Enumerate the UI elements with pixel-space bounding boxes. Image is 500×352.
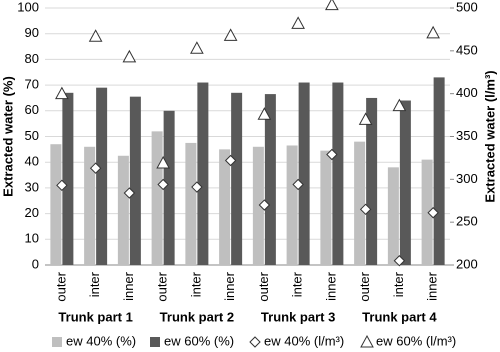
legend-swatch bbox=[150, 337, 160, 347]
triangle-marker bbox=[156, 156, 170, 169]
x-tick-label: inter bbox=[290, 271, 305, 297]
triangle-marker bbox=[190, 41, 204, 54]
triangle-marker bbox=[223, 28, 238, 41]
bar bbox=[354, 141, 366, 265]
triangle-marker bbox=[55, 86, 69, 100]
bar bbox=[332, 82, 344, 265]
diamond-marker bbox=[292, 178, 304, 191]
diamond-marker bbox=[359, 203, 372, 216]
bar bbox=[298, 82, 310, 265]
group-label: Trunk part 2 bbox=[160, 309, 234, 324]
bar bbox=[62, 92, 74, 265]
legend-label: ew 40% (l/m³) bbox=[264, 333, 344, 348]
bar bbox=[129, 96, 141, 265]
triangle-marker bbox=[325, 0, 339, 11]
x-tick-label: inner bbox=[222, 271, 237, 301]
bar bbox=[421, 159, 433, 265]
y-tick-label: 60 bbox=[25, 102, 39, 117]
bar bbox=[163, 110, 175, 265]
x-tick-label: inter bbox=[391, 271, 406, 297]
diamond-marker bbox=[56, 179, 68, 192]
y2-tick-label: 450 bbox=[456, 42, 478, 57]
bar bbox=[366, 97, 378, 265]
y-axis-title: Extracted water (%) bbox=[0, 76, 15, 197]
x-tick-label: inter bbox=[188, 271, 203, 297]
triangle-marker bbox=[358, 112, 373, 125]
legend-label: ew 60% (l/m³) bbox=[376, 333, 456, 348]
y2-tick-label: 500 bbox=[456, 0, 478, 14]
bar bbox=[219, 149, 231, 265]
bar bbox=[264, 94, 276, 265]
diamond-marker bbox=[157, 178, 169, 191]
diamond-marker bbox=[89, 162, 102, 174]
triangle-marker bbox=[122, 49, 137, 63]
diamond-marker bbox=[326, 148, 338, 161]
y2-tick-label: 400 bbox=[456, 85, 478, 100]
legend-label: ew 60% (%) bbox=[164, 333, 234, 348]
x-tick-label: inner bbox=[425, 271, 440, 301]
y-tick-label: 80 bbox=[25, 51, 39, 66]
x-tick-label: outer bbox=[256, 271, 271, 301]
x-tick-label: outer bbox=[357, 271, 372, 301]
y-tick-label: 0 bbox=[32, 256, 39, 271]
y2-tick-label: 250 bbox=[456, 214, 478, 229]
bar bbox=[185, 142, 197, 265]
bar bbox=[252, 146, 264, 265]
triangle-marker bbox=[291, 16, 305, 29]
y-tick-label: 50 bbox=[25, 128, 39, 143]
legend-label: ew 40% (%) bbox=[66, 333, 136, 348]
x-tick-label: inner bbox=[323, 271, 338, 301]
bar bbox=[399, 100, 411, 266]
triangle-marker bbox=[88, 29, 103, 42]
bar bbox=[286, 145, 298, 265]
bar bbox=[433, 77, 445, 265]
y2-axis-title: Extracted water (l/m³) bbox=[482, 70, 497, 202]
diamond-marker bbox=[427, 207, 439, 219]
triangle-marker bbox=[360, 334, 374, 348]
y-tick-label: 20 bbox=[25, 205, 39, 220]
y-tick-label: 30 bbox=[25, 179, 39, 194]
triangle-marker bbox=[257, 107, 272, 120]
bar bbox=[387, 167, 399, 265]
diamond-marker bbox=[224, 154, 237, 167]
bar bbox=[151, 131, 163, 265]
bar bbox=[84, 146, 96, 265]
y-tick-label: 90 bbox=[25, 25, 39, 40]
y2-tick-label: 200 bbox=[456, 256, 478, 271]
y2-tick-label: 300 bbox=[456, 171, 478, 186]
diamond-marker bbox=[258, 199, 271, 211]
legend-swatch bbox=[52, 337, 62, 347]
x-tick-label: outer bbox=[53, 271, 68, 301]
diamond-marker bbox=[393, 255, 406, 267]
x-tick-label: inner bbox=[121, 271, 136, 301]
bar bbox=[197, 82, 209, 265]
bar bbox=[117, 155, 129, 265]
triangle-marker bbox=[426, 25, 440, 39]
diamond-marker bbox=[123, 187, 136, 199]
diamond-marker bbox=[249, 336, 261, 348]
group-label: Trunk part 4 bbox=[362, 309, 437, 324]
y-tick-label: 70 bbox=[25, 77, 39, 92]
diamond-marker bbox=[191, 181, 203, 193]
bar bbox=[231, 92, 243, 265]
x-tick-label: inter bbox=[87, 271, 102, 297]
x-tick-label: outer bbox=[155, 271, 170, 301]
y2-tick-label: 350 bbox=[456, 128, 478, 143]
bar bbox=[50, 144, 62, 265]
y-tick-label: 100 bbox=[17, 0, 39, 14]
bar bbox=[96, 87, 108, 265]
bar bbox=[320, 150, 332, 265]
triangle-marker bbox=[392, 98, 407, 112]
y-tick-label: 10 bbox=[25, 231, 39, 246]
y-tick-label: 40 bbox=[25, 154, 39, 169]
group-label: Trunk part 3 bbox=[261, 309, 335, 324]
group-label: Trunk part 1 bbox=[58, 309, 132, 324]
